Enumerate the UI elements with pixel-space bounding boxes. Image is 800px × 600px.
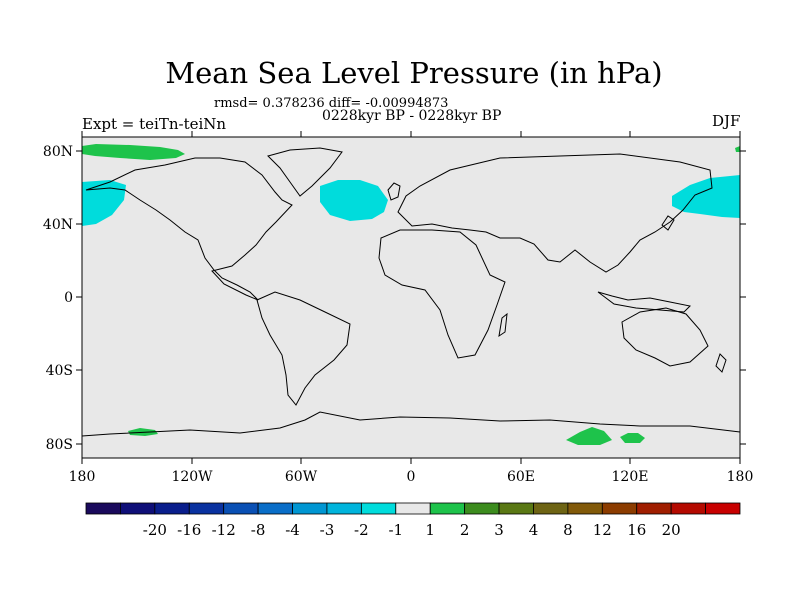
- colorbar-label: -12: [212, 521, 236, 539]
- coastline-new-zealand: [715, 353, 727, 373]
- colorbar-box: [395, 502, 431, 515]
- lon-label: 0: [407, 469, 416, 485]
- colorbar-label: -8: [251, 521, 266, 539]
- colorbar-label: 20: [662, 521, 681, 539]
- coastline-japan: [661, 215, 675, 231]
- coastline-uk: [387, 182, 401, 201]
- colorbar-label: 1: [425, 521, 435, 539]
- lon-label: 60E: [507, 469, 535, 485]
- colorbar-box: [601, 502, 638, 515]
- colorbar-box: [464, 502, 500, 515]
- colorbar-label: -3: [320, 521, 335, 539]
- arctic-greenland-positive-anomaly: [82, 144, 185, 160]
- lon-label: 120W: [171, 469, 213, 485]
- north-atlantic-negative-anomaly: [320, 180, 388, 221]
- coastline-eurasia: [397, 153, 713, 273]
- lon-label: 60W: [285, 469, 318, 485]
- lat-label: 80N: [43, 144, 73, 160]
- colorbar-box: [567, 502, 603, 515]
- coastline-north-america: [85, 157, 293, 301]
- colorbar-box: [498, 502, 534, 515]
- coastline-south-america: [256, 291, 351, 406]
- colorbar-box: [705, 502, 741, 515]
- colorbar: [85, 502, 741, 515]
- colorbar-box: [292, 502, 328, 515]
- lat-label: 0: [64, 290, 73, 306]
- colorbar-box: [154, 502, 190, 515]
- colorbar-label: -16: [177, 521, 201, 539]
- colorbar-box: [120, 502, 156, 515]
- lat-label: 40N: [43, 217, 73, 233]
- colorbar-label: -20: [143, 521, 167, 539]
- lat-label: 80S: [46, 437, 73, 453]
- colorbar-box: [188, 502, 225, 515]
- map-title: Mean Sea Level Pressure (in hPa): [165, 56, 663, 90]
- colorbar-box: [223, 502, 259, 515]
- lon-labels: 180 120W 60W 0 60E 120E 180: [69, 469, 754, 485]
- experiment-label: Expt = teiTn-teiNn: [82, 115, 227, 133]
- coastline-australia: [621, 307, 709, 367]
- coastline-madagascar: [498, 312, 508, 338]
- colorbar-box: [257, 502, 293, 515]
- colorbar-box: [429, 502, 466, 515]
- colorbar-box: [636, 502, 672, 515]
- antarctic-east-positive-anomaly-1: [566, 427, 612, 445]
- antarctic-east-positive-anomaly-2: [620, 433, 645, 443]
- colorbar-box: [670, 502, 706, 515]
- coastline-indonesia: [597, 291, 692, 313]
- map-ticks: [76, 131, 746, 464]
- colorbar-label: 16: [627, 521, 646, 539]
- season-label: DJF: [712, 112, 741, 130]
- colorbar-labels: -20 -16 -12 -8 -4 -3 -2 -1 1 2 3 4 8 12 16 20: [143, 521, 681, 539]
- colorbar-box: [533, 502, 569, 515]
- lon-label: 120E: [612, 469, 649, 485]
- statistics-label: rmsd= 0.378236 diff= -0.00994873: [214, 96, 449, 111]
- lat-labels: 80N 40N 0 40S 80S: [43, 144, 73, 453]
- colorbar-label: 12: [593, 521, 612, 539]
- map-background: [82, 137, 740, 458]
- colorbar-box: [326, 502, 362, 515]
- colorbar-label: 3: [494, 521, 504, 539]
- coastline-greenland: [267, 147, 343, 197]
- coastlines: [81, 147, 741, 437]
- colorbar-label: -1: [388, 521, 403, 539]
- lat-label: 40S: [46, 363, 73, 379]
- colorbar-label: 4: [529, 521, 539, 539]
- lon-label: 180: [727, 469, 754, 485]
- coastline-africa: [378, 229, 506, 359]
- colorbar-box: [85, 502, 121, 515]
- colorbar-box: [360, 502, 397, 515]
- north-pacific-east-negative-anomaly: [82, 180, 126, 226]
- period-label: 0228kyr BP - 0228kyr BP: [322, 108, 502, 124]
- colorbar-label: -4: [285, 521, 300, 539]
- colorbar-label: 2: [460, 521, 470, 539]
- coastline-antarctica: [81, 411, 741, 437]
- anomaly-patches: [82, 144, 740, 445]
- north-pacific-west-negative-anomaly: [672, 175, 740, 218]
- lon-label: 180: [69, 469, 96, 485]
- colorbar-label: -2: [354, 521, 369, 539]
- colorbar-label: 8: [563, 521, 573, 539]
- arctic-edge-positive-anomaly: [735, 146, 740, 152]
